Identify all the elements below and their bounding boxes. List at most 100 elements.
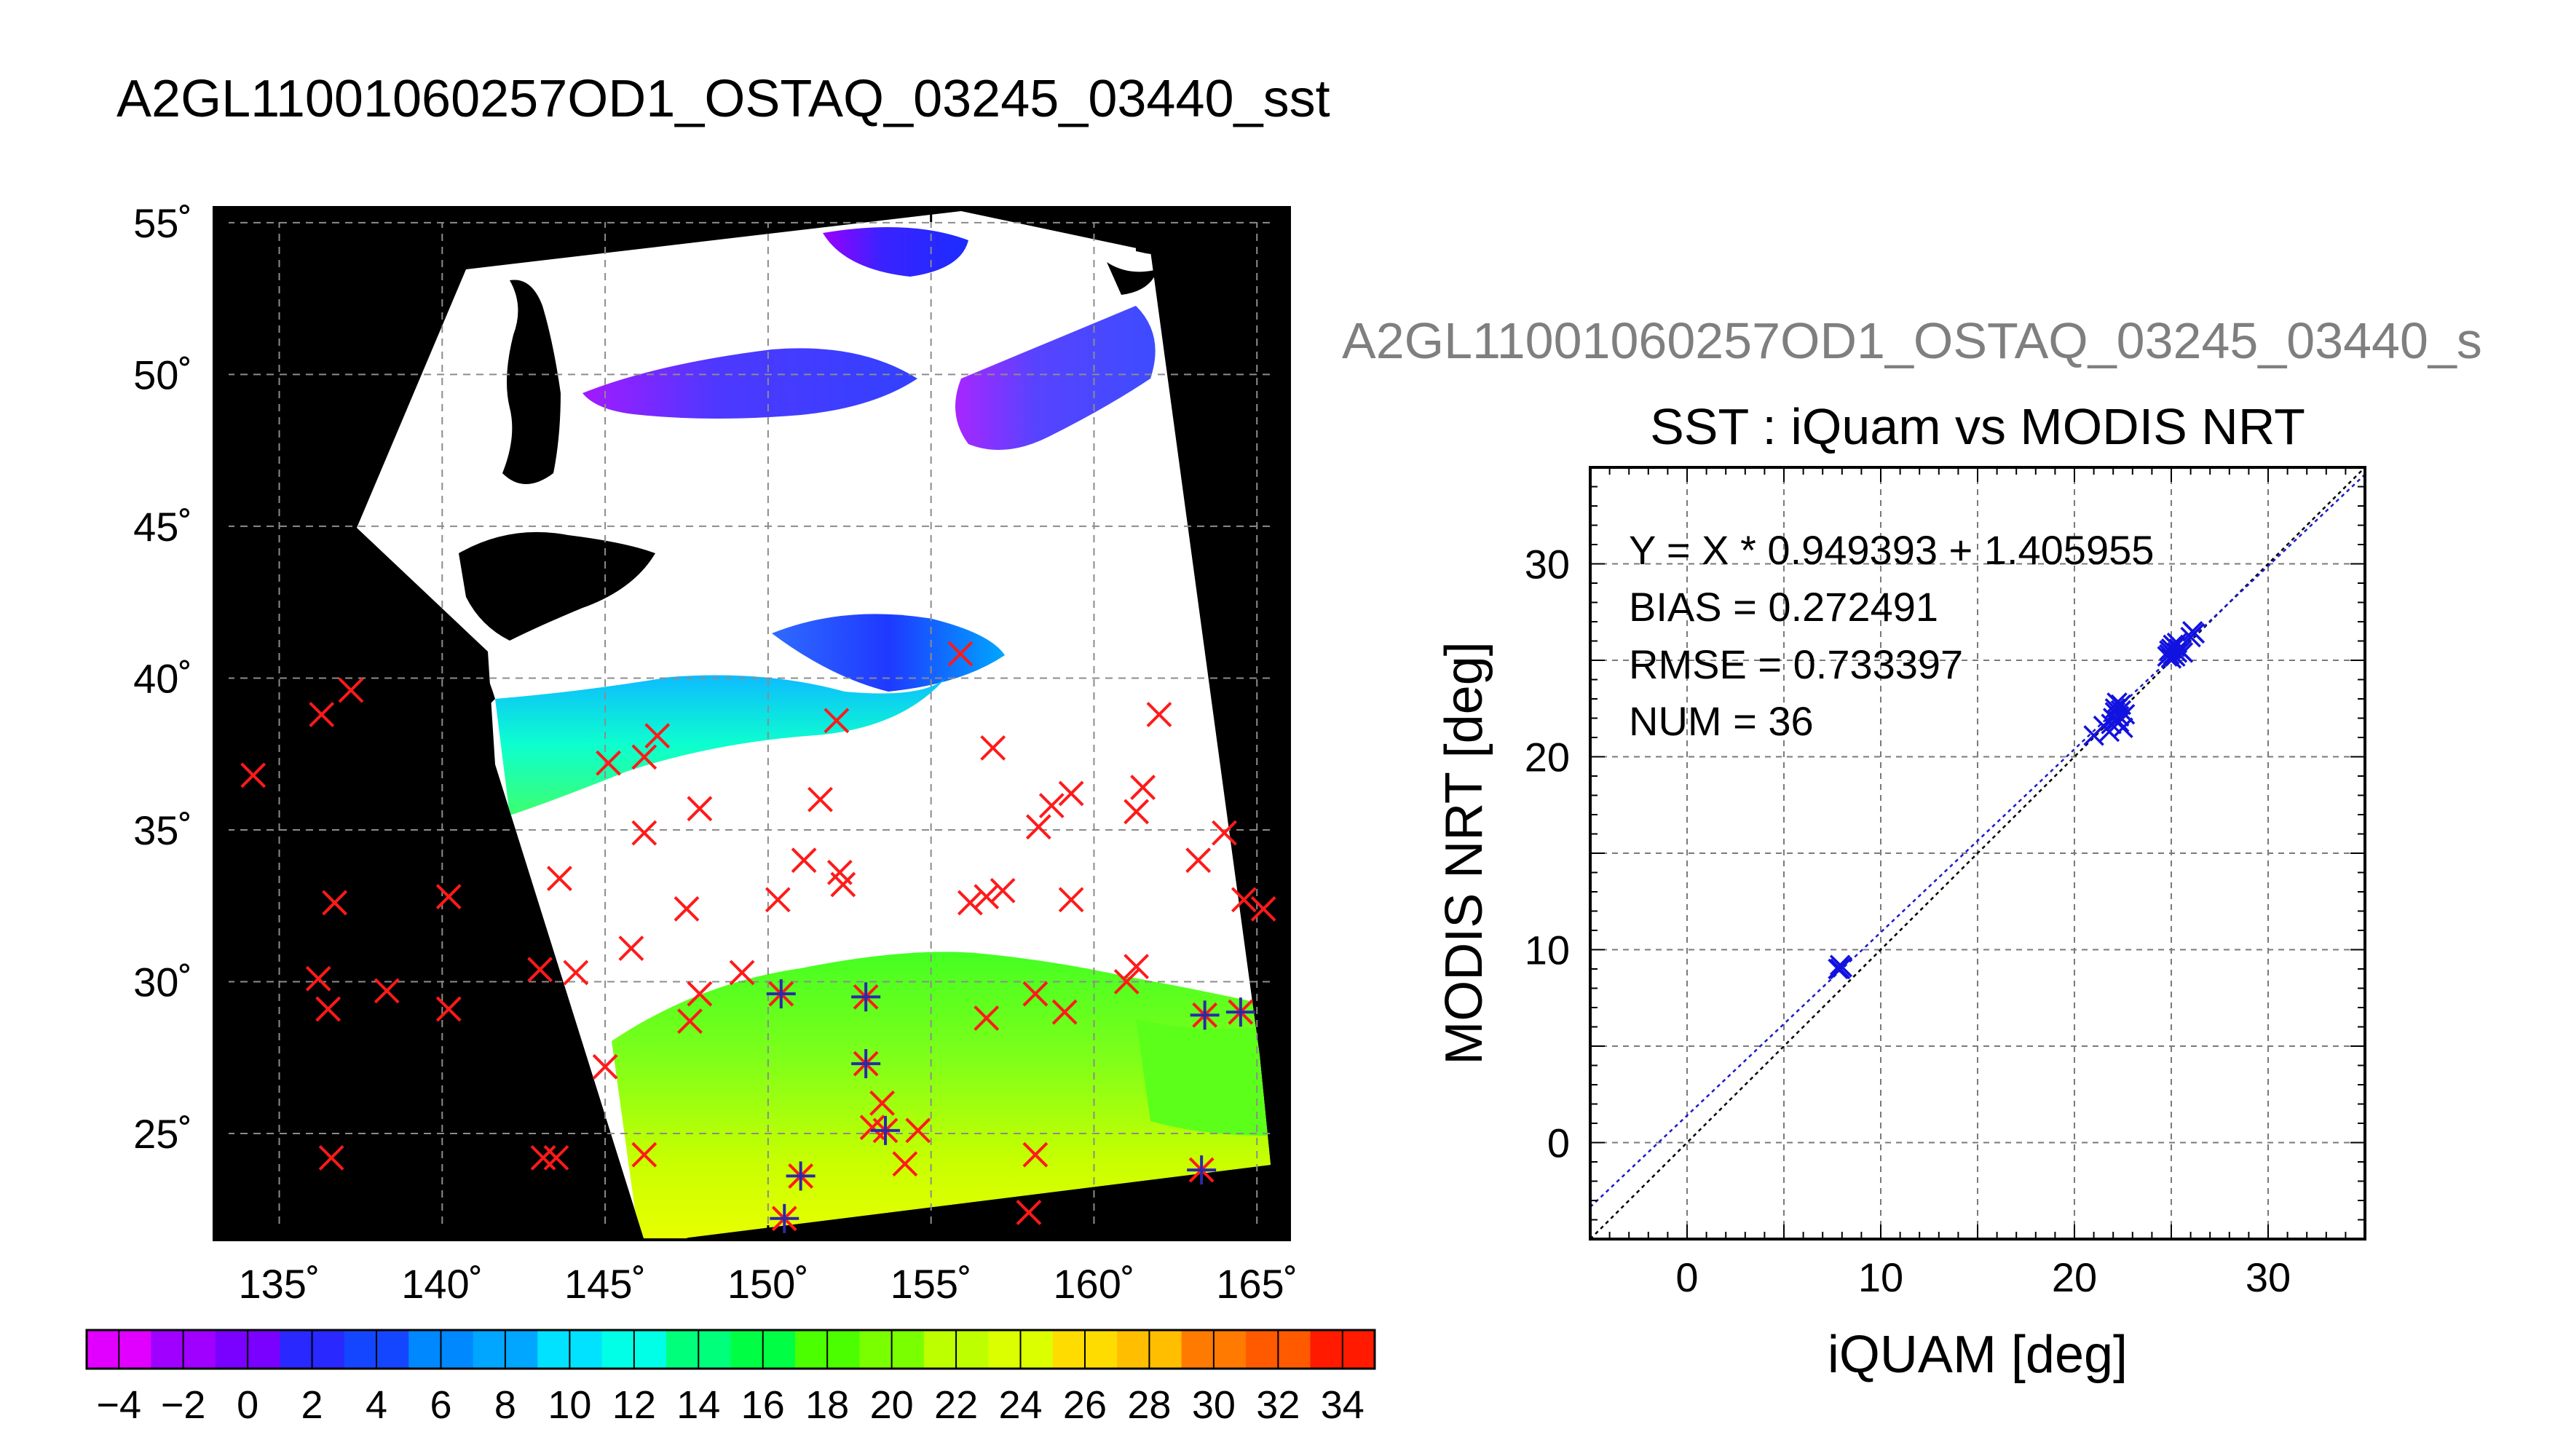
map-marker-red (1022, 981, 1049, 1007)
colorbar-frame (85, 1329, 1376, 1370)
map-lat-label: 25˚ (133, 1111, 192, 1157)
map-marker-red (1130, 775, 1156, 800)
map-marker-red (990, 877, 1016, 903)
scatter-plot: SST : iQuam vs MODIS NRT 0 10 20 300102030 … (1435, 398, 2366, 1384)
map-lon-label: 140˚ (401, 1261, 483, 1307)
scatter-point (1828, 958, 1849, 980)
colorbar-label: 4 (366, 1383, 387, 1427)
colorbar-label: 10 (548, 1383, 591, 1427)
map-marker-red (791, 847, 817, 874)
scatter-xtick-label: 30 (2246, 1254, 2291, 1300)
map-marker-red (322, 890, 348, 916)
map-marker-red (1022, 1142, 1049, 1168)
map-marker-red (1038, 793, 1065, 819)
map-marker-red (974, 884, 1000, 910)
map-marker-red (957, 890, 983, 916)
map-marker-red (543, 1144, 569, 1171)
map-ticks: 135˚ 140˚ 145˚ 150˚ 155˚ 160˚ 165˚ 25˚ 30˚ 35˚ 40˚… (133, 200, 1298, 1307)
scatter-ticks: 0 10 20 30 0 10 20 30 (1525, 467, 2365, 1300)
map-marker-red (687, 981, 713, 1007)
scatter-point (2106, 709, 2128, 731)
colorbar-label: 30 (1192, 1383, 1236, 1427)
map-marker-red (677, 1008, 703, 1034)
map-marker-red (1124, 954, 1150, 980)
scatter-point (2101, 713, 2122, 735)
map-marker-blue (851, 1049, 881, 1079)
map-lat-label: 30˚ (133, 960, 192, 1005)
land-sakhalin (502, 280, 561, 484)
land-hokkaido (459, 531, 655, 641)
map-marker-red (596, 750, 621, 776)
sst-north-cold (823, 227, 968, 277)
map-marker-blue (766, 979, 796, 1009)
map-marker-red (729, 960, 755, 986)
map-marker-red (1016, 1200, 1042, 1225)
colorbar-label: 28 (1127, 1383, 1171, 1427)
map-marker-red (530, 1144, 556, 1171)
map-lat-label: 45˚ (133, 504, 192, 550)
map-marker-red (547, 866, 572, 892)
map-marker-red (435, 884, 462, 910)
scatter-xtick-label: 0 (1675, 1254, 1698, 1300)
map-marker-red (765, 887, 791, 913)
map-frame (213, 206, 1291, 1241)
map-marker-blue (1225, 997, 1255, 1027)
map-marker-red (1051, 999, 1078, 1025)
map-marker-red (1124, 799, 1150, 825)
scatter-point (2182, 621, 2203, 642)
scatter-stat-1: BIAS = 0.272491 (1629, 584, 1938, 630)
map-marker-red (905, 1117, 931, 1144)
fit-line (1590, 473, 2365, 1208)
scatter-point (2104, 702, 2126, 723)
colorbar-label: 12 (612, 1383, 656, 1427)
scatter-point (1829, 958, 1851, 980)
map-marker-blue (871, 1115, 901, 1145)
scatter-xtick-label: 20 (2052, 1254, 2097, 1300)
map-marker-red (1231, 887, 1257, 913)
map-marker-red (527, 957, 553, 983)
map-marker-red (315, 996, 341, 1022)
map-marker-red (592, 1053, 618, 1080)
scatter-file-title: A2GL11001060257OD1_OSTAQ_03245_03440_s (1342, 312, 2482, 369)
colorbar-label: −2 (161, 1383, 206, 1427)
scatter-stat-2: RMSE = 0.733397 (1629, 641, 1963, 687)
map-lat-label: 40˚ (133, 655, 192, 701)
map-marker-red (631, 820, 657, 846)
map-lat-label: 35˚ (133, 807, 192, 853)
map-marker-red (807, 786, 833, 812)
map-marker-red (563, 960, 589, 986)
sst-south-east (1136, 1019, 1267, 1136)
colorbar-label: 32 (1256, 1383, 1300, 1427)
map-marker-blue (1190, 1000, 1220, 1030)
colorbar-label: 34 (1321, 1383, 1365, 1427)
scatter-ytick-label: 20 (1525, 735, 1570, 780)
scatter-point (2180, 626, 2201, 648)
sst-kuril (955, 306, 1156, 450)
map-marker-red (631, 1142, 657, 1168)
map-marker-red (1146, 702, 1172, 727)
map-lon-label: 150˚ (727, 1261, 809, 1307)
map-marker-red (674, 895, 700, 922)
land-honshu (437, 641, 495, 728)
map-lon-label: 165˚ (1216, 1261, 1298, 1307)
map-marker-blue (1187, 1155, 1217, 1185)
colorbar-label: 6 (430, 1383, 451, 1427)
map-lat-label: 55˚ (133, 200, 192, 246)
scatter-point (2172, 642, 2194, 663)
map-marker-red (687, 796, 713, 822)
colorbar-label: 20 (870, 1383, 914, 1427)
sst-okhotsk (583, 348, 917, 419)
map-marker-red (824, 708, 850, 734)
colorbar-label: 14 (676, 1383, 720, 1427)
map-marker-red (974, 1005, 1000, 1031)
scatter-title: SST : iQuam vs MODIS NRT (1650, 398, 2305, 455)
map-marker-red (374, 978, 400, 1004)
scatter-stat-0: Y = X * 0.949393 + 1.405955 (1629, 527, 2154, 573)
colorbar-label: 16 (741, 1383, 785, 1427)
colorbar-label: 0 (237, 1383, 258, 1427)
colorbar-label: 8 (494, 1383, 516, 1427)
map-marker-red (830, 871, 856, 898)
map-marker-red (1212, 820, 1237, 846)
sst-front (772, 614, 1005, 692)
colorbar-label: 2 (301, 1383, 323, 1427)
